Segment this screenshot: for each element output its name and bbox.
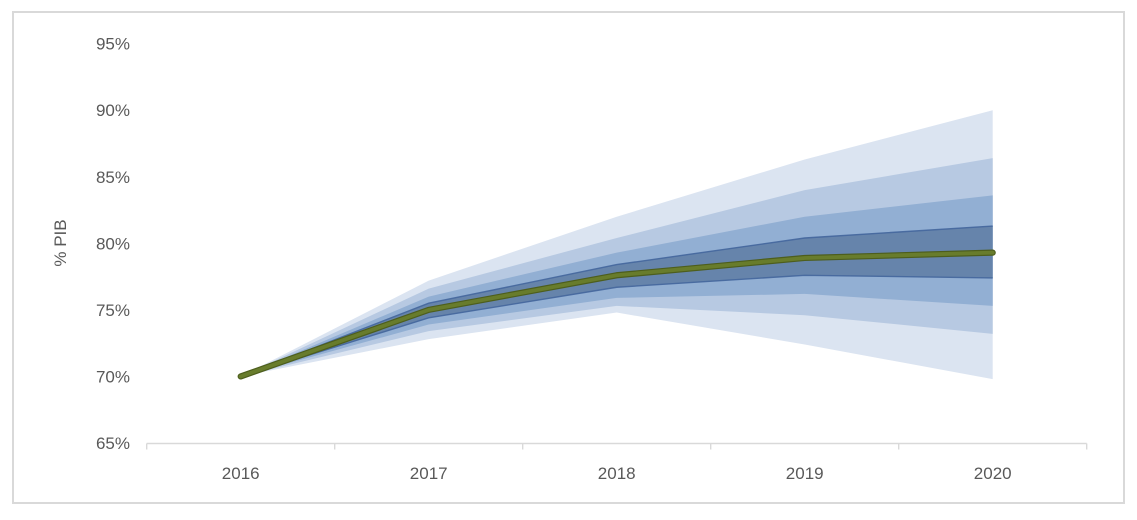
- band-innermost: [240, 226, 993, 377]
- x-tick-label: 2016: [222, 464, 260, 483]
- x-tick-label: 2017: [410, 464, 448, 483]
- y-tick-label: 95%: [96, 35, 130, 54]
- y-tick-label: 85%: [96, 168, 130, 187]
- band-innermost-upper-edge: [240, 225, 993, 378]
- band-innermost-lower-edge: [240, 274, 993, 378]
- x-tick-label: 2019: [786, 464, 824, 483]
- x-tick-label: 2020: [974, 464, 1012, 483]
- x-tick-label: 2018: [598, 464, 636, 483]
- y-axis-title: % PIB: [51, 219, 70, 266]
- y-tick-label: 70%: [96, 367, 130, 386]
- y-tick-label: 80%: [96, 234, 130, 253]
- y-tick-label: 75%: [96, 301, 130, 320]
- y-tick-label: 65%: [96, 434, 130, 453]
- y-tick-label: 90%: [96, 101, 130, 120]
- central-line: [238, 250, 995, 379]
